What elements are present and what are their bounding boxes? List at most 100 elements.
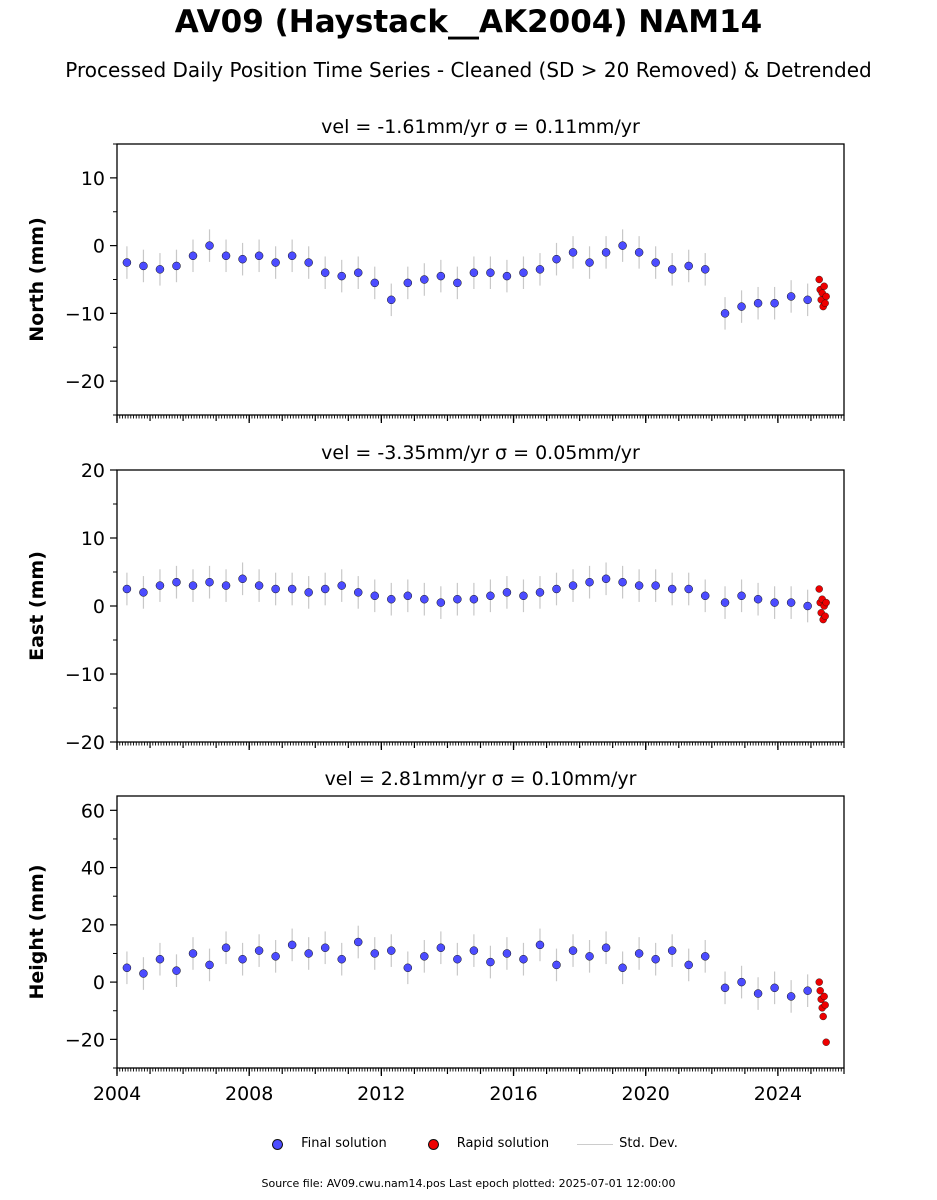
final-point-east-20 [453, 594, 462, 604]
final-point-east-1 [139, 588, 148, 597]
final-point-north-40 [786, 292, 796, 301]
final-point-east-24 [519, 591, 528, 601]
ytick-label-height-1: 0 [93, 972, 105, 994]
final-point-east-39 [770, 598, 779, 607]
legend-sd-line-icon [577, 1143, 614, 1145]
plot-area-north [122, 229, 830, 330]
rapid-point-east-6 [821, 612, 829, 620]
axes-frame-east [116, 469, 845, 743]
final-point-height-11 [304, 949, 313, 958]
final-point-north-32 [651, 258, 660, 267]
final-point-height-22 [486, 957, 495, 967]
plot-area-height [122, 925, 830, 1046]
final-point-height-35 [700, 952, 710, 961]
final-point-east-8 [254, 581, 264, 590]
final-point-east-13 [337, 581, 346, 590]
panel-title-east: vel = -3.35mm/yr σ = 0.05mm/yr [321, 442, 640, 464]
final-point-east-19 [436, 598, 446, 607]
final-point-height-39 [770, 983, 779, 993]
final-point-north-18 [420, 275, 429, 284]
final-point-east-23 [502, 588, 512, 597]
rapid-point-height-4 [819, 1012, 827, 1021]
ylabel-height: Height (mm) [26, 864, 48, 999]
final-point-height-9 [271, 952, 280, 961]
source-footer: Source file: AV09.cwu.nam14.pos Last epo… [261, 1177, 676, 1190]
final-point-north-21 [469, 268, 479, 277]
final-point-height-20 [453, 954, 462, 964]
final-point-east-18 [420, 594, 429, 604]
rapid-point-height-1 [816, 986, 824, 995]
panel-height: vel = 2.81mm/yr σ = 0.10mm/yr Height (mm)… [26, 768, 845, 1105]
final-point-height-12 [320, 943, 330, 952]
final-point-east-5 [205, 577, 214, 587]
final-point-height-3 [172, 966, 181, 975]
final-point-east-32 [651, 581, 660, 590]
final-point-north-38 [753, 298, 763, 308]
rapid-point-height-5 [820, 992, 828, 1001]
final-point-height-36 [720, 983, 730, 993]
panel-north: vel = -1.61mm/yr σ = 0.11mm/yr North (mm)… [26, 116, 845, 423]
final-point-north-11 [304, 258, 313, 267]
ytick-label-north-2: 0 [93, 236, 105, 258]
ytick-label-east-1: −10 [65, 664, 105, 686]
final-point-height-41 [803, 986, 812, 995]
final-point-east-7 [238, 574, 247, 584]
legend-final-label: Final solution [301, 1136, 387, 1151]
final-point-height-38 [753, 989, 763, 998]
final-point-north-37 [737, 302, 746, 311]
final-point-north-17 [403, 278, 413, 288]
final-point-east-41 [803, 601, 812, 611]
final-point-north-9 [271, 258, 280, 267]
final-point-north-5 [205, 241, 214, 250]
final-point-north-16 [387, 295, 396, 305]
final-point-height-14 [353, 937, 363, 947]
final-point-east-30 [618, 577, 627, 587]
legend-final: Final solution [259, 1136, 387, 1151]
final-point-north-30 [618, 241, 627, 250]
final-point-height-21 [469, 946, 479, 955]
chart-subtitle: Processed Daily Position Time Series - C… [65, 58, 872, 82]
final-point-north-25 [535, 265, 545, 274]
ytick-label-height-3: 40 [81, 858, 105, 880]
final-point-north-22 [486, 268, 495, 277]
final-point-east-17 [403, 591, 413, 601]
final-point-north-19 [436, 271, 446, 281]
rapid-point-north-7 [822, 292, 830, 301]
final-point-height-29 [601, 943, 611, 952]
rapid-point-height-7 [822, 1038, 830, 1046]
rapid-point-east-7 [822, 598, 830, 607]
final-point-east-10 [287, 584, 297, 594]
final-point-height-17 [403, 963, 413, 973]
rapid-point-north-0 [815, 275, 823, 284]
final-point-north-27 [568, 248, 578, 257]
final-point-east-6 [221, 581, 231, 590]
final-point-north-29 [601, 248, 611, 257]
final-point-east-16 [387, 594, 396, 604]
final-point-east-26 [552, 584, 561, 594]
final-point-north-20 [453, 278, 462, 288]
final-point-height-0 [122, 963, 132, 973]
panel-title-north: vel = -1.61mm/yr σ = 0.11mm/yr [321, 116, 640, 138]
ytick-label-north-3: 10 [81, 168, 105, 190]
legend-rapid-marker-icon [427, 1138, 439, 1150]
final-point-height-30 [618, 963, 627, 973]
legend-sd: Std. Dev. [577, 1136, 678, 1151]
ylabel-north: North (mm) [26, 217, 48, 342]
xtick-label-5: 2024 [754, 1083, 802, 1105]
final-point-height-1 [139, 969, 148, 978]
final-point-east-35 [700, 591, 710, 601]
ytick-label-east-0: −20 [65, 732, 105, 754]
final-point-east-36 [720, 598, 730, 607]
final-point-east-14 [353, 588, 363, 597]
final-point-north-6 [221, 251, 231, 261]
final-point-north-28 [585, 258, 594, 267]
final-point-height-19 [436, 943, 446, 952]
ytick-label-height-2: 20 [81, 915, 105, 937]
final-point-east-29 [601, 574, 611, 584]
final-point-east-22 [486, 591, 495, 601]
legend-final-marker-icon [272, 1138, 284, 1150]
legend-rapid: Rapid solution [415, 1136, 549, 1151]
final-point-height-24 [519, 954, 528, 964]
final-point-height-2 [155, 954, 165, 964]
final-point-height-5 [205, 960, 214, 970]
